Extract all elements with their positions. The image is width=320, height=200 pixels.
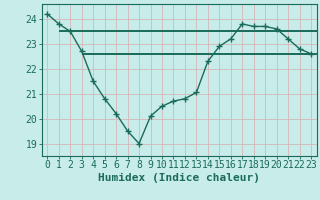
X-axis label: Humidex (Indice chaleur): Humidex (Indice chaleur): [98, 173, 260, 183]
